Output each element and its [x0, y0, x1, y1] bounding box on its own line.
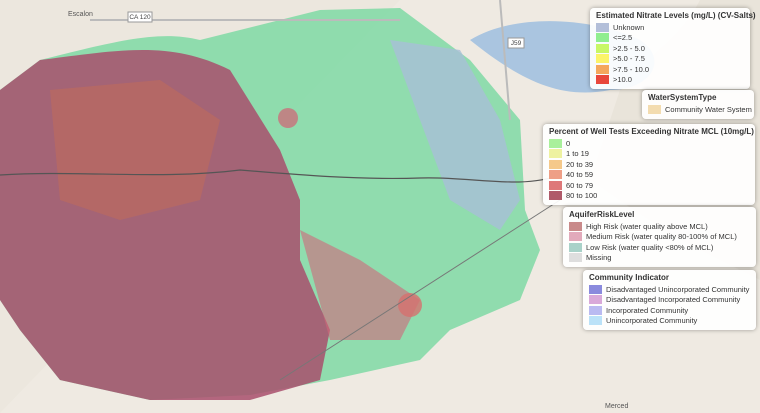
legend-item: >2.5 - 5.0 — [596, 43, 744, 54]
legend-item: 1 to 19 — [549, 149, 749, 160]
legend-label: 1 to 19 — [566, 149, 589, 159]
legend-swatch — [589, 284, 602, 294]
legend-item: >7.5 - 10.0 — [596, 64, 744, 75]
legend-label: Unknown — [613, 22, 645, 32]
road — [279, 199, 561, 381]
legend-label: Unincorporated Community — [606, 316, 698, 326]
legend-swatch — [549, 159, 562, 169]
legend-label: 40 to 59 — [566, 170, 594, 180]
legend: WaterSystemType Community Water System — [642, 90, 754, 119]
river — [0, 169, 561, 183]
legend-swatch — [589, 305, 602, 315]
legend-swatch — [596, 33, 609, 43]
legend-label: >2.5 - 5.0 — [613, 43, 645, 53]
legend-swatch — [569, 232, 582, 242]
legend-swatch — [596, 75, 609, 85]
legend-item: High Risk (water quality above MCL) — [569, 221, 750, 232]
well-blob — [398, 293, 422, 317]
legend-swatch — [549, 180, 562, 190]
mixed-area — [300, 230, 420, 340]
well-blob — [278, 108, 298, 128]
legend-item: 20 to 39 — [549, 159, 749, 170]
legend-swatch — [596, 64, 609, 74]
legend-swatch — [596, 54, 609, 64]
legend-item: Disadvantaged Unincorporated Community — [589, 284, 750, 295]
legend: Percent of Well Tests Exceeding Nitrate … — [543, 124, 755, 205]
legend-label: 60 to 79 — [566, 180, 594, 190]
legend: Estimated Nitrate Levels (mg/L) (CV-Salt… — [590, 8, 756, 89]
legend-swatch — [549, 149, 562, 159]
legend-item: Incorporated Community — [589, 305, 750, 316]
legend-item: Unincorporated Community — [589, 316, 750, 327]
road-label: CA 120 — [129, 14, 151, 21]
legend-title: Percent of Well Tests Exceeding Nitrate … — [549, 127, 754, 136]
legend-title: Estimated Nitrate Levels (mg/L) (CV-Salt… — [596, 11, 756, 20]
road-label: J59 — [511, 40, 522, 47]
legend: Community Indicator Disadvantaged Unincor… — [583, 270, 756, 330]
legend-item: 60 to 79 — [549, 180, 749, 191]
legend-label: 20 to 39 — [566, 159, 594, 169]
legend-label: 0 — [566, 138, 571, 148]
legend-label: Community Water System — [665, 104, 752, 114]
legend-swatch — [549, 170, 562, 180]
legend-swatch — [596, 22, 609, 32]
legend: AquiferRiskLevel High Risk (water quality… — [563, 207, 756, 267]
legend-item: Community Water System — [648, 104, 752, 115]
unknown-area — [390, 40, 520, 230]
mixed-area — [50, 80, 220, 220]
legend-label: 80 to 100 — [566, 191, 598, 201]
legend-label: <=2.5 — [613, 33, 633, 43]
legend-item: >5.0 - 7.5 — [596, 54, 744, 65]
legend-label: >5.0 - 7.5 — [613, 54, 645, 64]
legend-label: Disadvantaged Incorporated Community — [606, 295, 741, 305]
place-label: Escalon — [68, 11, 93, 18]
legend-item: 0 — [549, 138, 749, 149]
legend-title: WaterSystemType — [648, 93, 717, 102]
road — [499, 0, 511, 121]
legend-label: >7.5 - 10.0 — [613, 64, 650, 74]
legend-title: AquiferRiskLevel — [569, 210, 635, 219]
legend-label: Medium Risk (water quality 80-100% of MC… — [586, 232, 737, 242]
legend-item: >10.0 — [596, 75, 744, 86]
legend-item: 80 to 100 — [549, 191, 749, 202]
road-shield — [507, 37, 525, 49]
legend-item: Disadvantaged Incorporated Community — [589, 295, 750, 306]
road-shield — [127, 11, 153, 23]
legend-label: High Risk (water quality above MCL) — [586, 221, 708, 231]
legend-item: Missing — [569, 253, 750, 264]
legend-item: Unknown — [596, 22, 744, 33]
legend-item: Medium Risk (water quality 80-100% of MC… — [569, 232, 750, 243]
legend-swatch — [549, 138, 562, 148]
legend-swatch — [549, 191, 562, 201]
legend-label: >10.0 — [613, 75, 632, 85]
legend-label: Disadvantaged Unincorporated Community — [606, 284, 750, 294]
legend-title: Community Indicator — [589, 273, 670, 282]
legend-swatch — [589, 316, 602, 326]
legend-swatch — [596, 43, 609, 53]
legend-swatch — [648, 104, 661, 114]
legend-swatch — [569, 253, 582, 263]
legend-swatch — [589, 295, 602, 305]
legend-item: <=2.5 — [596, 33, 744, 44]
legend-label: Low Risk (water quality <80% of MCL) — [586, 242, 714, 252]
legend-label: Missing — [586, 253, 612, 263]
legend-label: Incorporated Community — [606, 305, 689, 315]
legend-swatch — [569, 242, 582, 252]
legend-item: Low Risk (water quality <80% of MCL) — [569, 242, 750, 253]
legend-item: 40 to 59 — [549, 170, 749, 181]
legend-swatch — [569, 221, 582, 231]
place-label: Merced — [605, 403, 628, 410]
